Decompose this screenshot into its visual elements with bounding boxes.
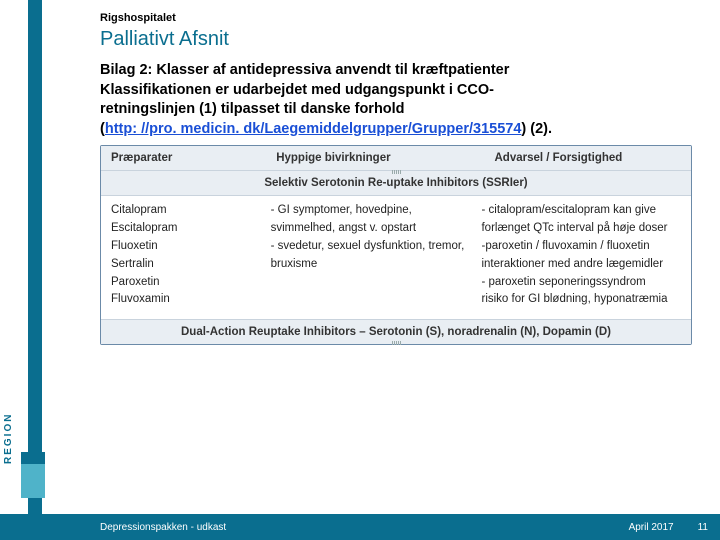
drug-name: Fluvoxamin — [111, 291, 265, 309]
hospital-name: Rigshospitalet — [100, 12, 692, 24]
table-section-header: Dual-Action Reuptake Inhibitors – Seroto… — [101, 319, 691, 344]
drug-name: Escitalopram — [111, 220, 265, 238]
slide-footer: Depressionspakken - udkast April 2017 11 — [0, 514, 720, 540]
drug-name: Sertralin — [111, 256, 265, 274]
logo-block-top — [21, 452, 45, 464]
footer-left-text: Depressionspakken - udkast — [100, 522, 226, 533]
column-header: Advarsel / Forsigtighed — [484, 146, 691, 170]
section-title: Selektiv Serotonin Re-uptake Inhibitors … — [264, 177, 527, 189]
department-name: Palliativt Afsnit — [100, 28, 692, 51]
drug-name: Fluoxetin — [111, 238, 265, 256]
table-section-header: Selektiv Serotonin Re-uptake Inhibitors … — [101, 171, 691, 196]
drug-name: Citalopram — [111, 202, 265, 220]
table-header-row: Præparater Hyppige bivirkninger Advarsel… — [101, 146, 691, 171]
drag-handle-icon — [384, 341, 408, 345]
slide-content: Rigshospitalet Palliativt Afsnit Bilag 2… — [60, 0, 710, 345]
region-logo: REGION — [3, 378, 41, 498]
footer-date: April 2017 — [629, 522, 674, 533]
section-title: Dual-Action Reuptake Inhibitors – Seroto… — [181, 326, 611, 338]
slide-heading: Bilag 2: Klasser af antidepressiva anven… — [100, 61, 692, 139]
heading-line: Bilag 2: Klasser af antidepressiva anven… — [100, 62, 509, 78]
preparations-cell: Citalopram Escitalopram Fluoxetin Sertra… — [111, 202, 271, 309]
footer-right: April 2017 11 — [629, 522, 708, 533]
heading-line-suffix: ) (2). — [521, 121, 552, 137]
table-body: Citalopram Escitalopram Fluoxetin Sertra… — [101, 196, 691, 319]
drug-table: Præparater Hyppige bivirkninger Advarsel… — [100, 145, 692, 345]
heading-line: retningslinjen (1) tilpasset til danske … — [100, 101, 405, 117]
reference-link[interactable]: http: //pro. medicin. dk/Laegemiddelgrup… — [105, 121, 522, 137]
warnings-cell: - citalopram/escitalopram kan give forlæ… — [481, 202, 681, 309]
drag-handle-icon — [384, 170, 408, 174]
column-header: Præparater — [101, 146, 266, 170]
region-logo-text: REGION — [3, 378, 21, 498]
drug-name: Paroxetin — [111, 274, 265, 292]
logo-block-main — [21, 464, 45, 498]
heading-line: Klassifikationen er udarbejdet med udgan… — [100, 82, 494, 98]
column-header: Hyppige bivirkninger — [266, 146, 484, 170]
side-effects-cell: - GI symptomer, hovedpine, svimmelhed, a… — [271, 202, 482, 309]
left-accent-bar: REGION — [0, 0, 42, 540]
page-number: 11 — [698, 522, 708, 533]
